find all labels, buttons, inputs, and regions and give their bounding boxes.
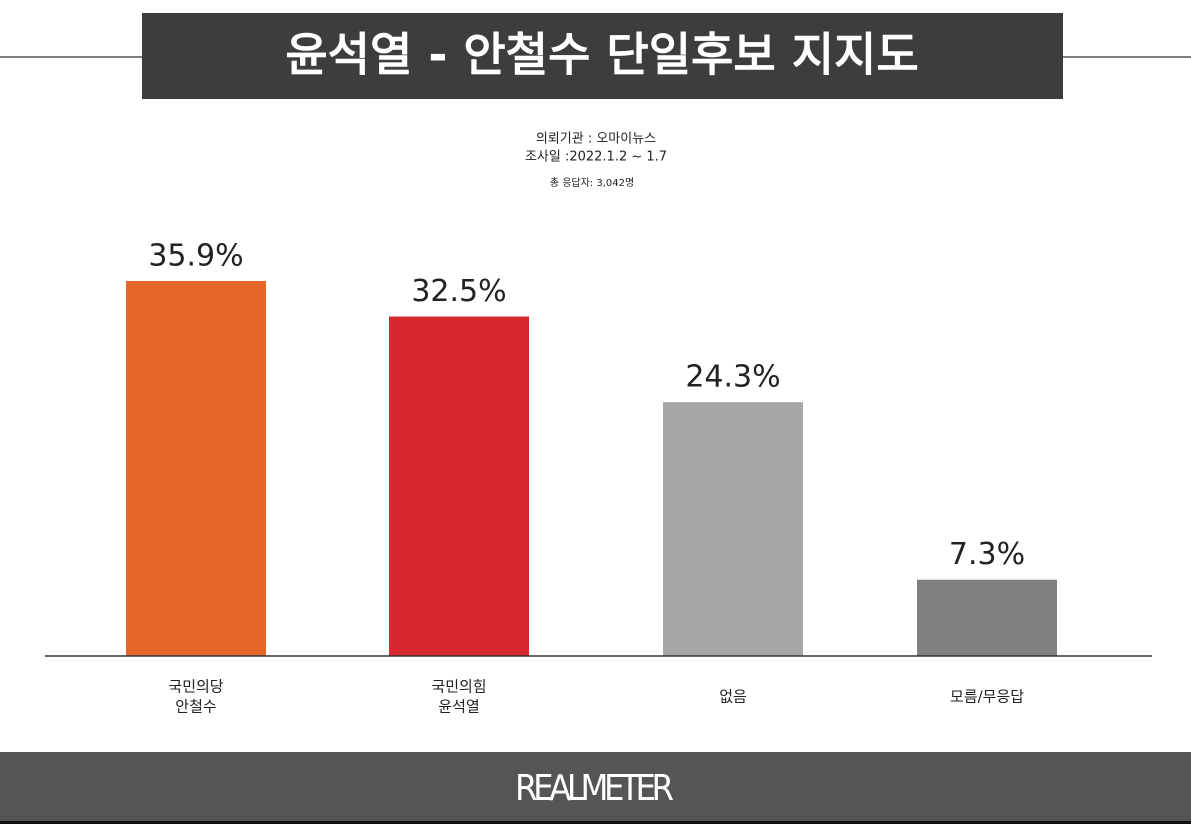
x-tick-label: 국민의당: [168, 678, 223, 696]
note: 총 응답자: 3,042명: [550, 177, 634, 189]
title-box: [142, 13, 1063, 99]
bar: [126, 281, 266, 656]
subtitle: 의뢰기관 : 오마이뉴스: [536, 132, 656, 147]
value-label: 32.5%: [411, 274, 506, 309]
subtitle: 조사일 :2022.1.2 ~ 1.7: [525, 150, 667, 165]
x-tick-label: 윤석열: [438, 698, 479, 716]
value-label: 35.9%: [148, 239, 243, 274]
x-tick-label: 국민의힘: [431, 678, 486, 696]
bar: [389, 316, 529, 656]
x-tick-label: 없음: [719, 688, 747, 706]
x-tick-label: 모름/무응답: [950, 688, 1024, 706]
x-tick-label: 안철수: [175, 698, 216, 716]
value-label: 7.3%: [949, 537, 1025, 572]
footer-band: [0, 752, 1191, 822]
value-label: 24.3%: [685, 360, 780, 395]
footer-logo: REALMETER: [515, 768, 675, 809]
chart-title: 윤석열 - 안철수 단일후보 지지도: [285, 28, 918, 82]
bar: [917, 579, 1057, 656]
bar: [663, 402, 803, 656]
footer-edge: [0, 821, 1191, 824]
